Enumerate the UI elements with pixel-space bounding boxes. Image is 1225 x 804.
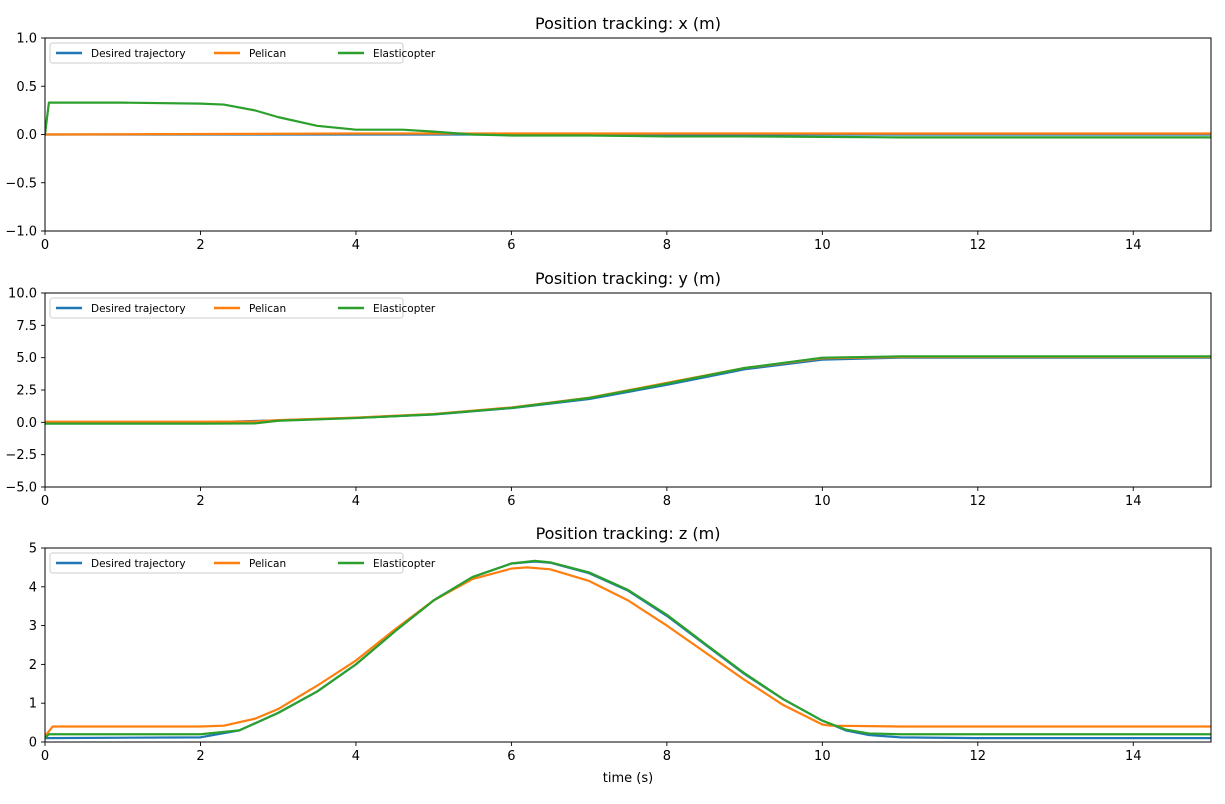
chart-title: Position tracking: x (m) bbox=[535, 14, 721, 33]
x-tick-label: 2 bbox=[196, 494, 204, 509]
chart-title: Position tracking: y (m) bbox=[535, 269, 721, 288]
chart-panel-2: Position tracking: y (m) 0 2 4 6 8 10 12 14 10.0 7… bbox=[5, 269, 1212, 509]
x-tick-label: 12 bbox=[970, 494, 987, 509]
x-tick-label: 2 bbox=[196, 749, 204, 764]
x-tick-label: 12 bbox=[970, 749, 987, 764]
y-tick-label: 4 bbox=[29, 580, 37, 595]
legend-label-elasticopter: Elasticopter bbox=[373, 303, 436, 315]
chart-title: Position tracking: z (m) bbox=[536, 524, 721, 543]
x-tick-label: 12 bbox=[970, 238, 987, 253]
legend-label-desired-trajectory: Desired trajectory bbox=[91, 48, 186, 60]
legend: Desired trajectory Pelican Elasticopter bbox=[49, 552, 436, 574]
legend-label-pelican: Pelican bbox=[249, 558, 286, 570]
x-tick-label: 0 bbox=[41, 749, 49, 764]
x-tick-label: 0 bbox=[41, 494, 49, 509]
x-tick-label: 10 bbox=[814, 494, 831, 509]
x-tick-label: 6 bbox=[507, 238, 515, 253]
x-tick-label: 8 bbox=[663, 238, 671, 253]
legend-label-pelican: Pelican bbox=[249, 303, 286, 315]
x-tick-label: 8 bbox=[663, 749, 671, 764]
y-tick-label: 2.5 bbox=[16, 384, 37, 399]
series-line-desired-trajectory bbox=[45, 560, 1211, 740]
y-tick-label: −1.0 bbox=[5, 225, 37, 240]
x-axis-label: time (s) bbox=[603, 771, 653, 786]
y-tick-label: 5 bbox=[29, 542, 37, 557]
y-tick-label: 2 bbox=[29, 658, 37, 673]
x-tick-label: 14 bbox=[1125, 749, 1142, 764]
series-group bbox=[45, 101, 1211, 139]
y-tick-label: −5.0 bbox=[5, 481, 37, 496]
axes-frame bbox=[44, 292, 1212, 488]
y-tick-label: −0.5 bbox=[5, 176, 37, 191]
y-tick-label: −2.5 bbox=[5, 448, 37, 463]
series-line-elasticopter bbox=[45, 559, 1211, 740]
x-tick-label: 6 bbox=[507, 494, 515, 509]
x-tick-label: 6 bbox=[507, 749, 515, 764]
y-tick-label: 7.5 bbox=[16, 319, 37, 334]
legend-label-elasticopter: Elasticopter bbox=[373, 558, 436, 570]
legend-label-desired-trajectory: Desired trajectory bbox=[91, 303, 186, 315]
axes-frame bbox=[44, 37, 1212, 232]
y-tick-label: 1.0 bbox=[16, 32, 37, 47]
legend-label-pelican: Pelican bbox=[249, 48, 286, 60]
x-tick-label: 10 bbox=[814, 749, 831, 764]
series-group bbox=[45, 559, 1211, 740]
y-tick-label: 0.0 bbox=[16, 128, 37, 143]
x-tick-label: 4 bbox=[352, 238, 360, 253]
series-line-pelican bbox=[45, 566, 1211, 738]
x-tick-label: 4 bbox=[352, 494, 360, 509]
x-tick-label: 0 bbox=[41, 238, 49, 253]
y-tick-label: 1 bbox=[29, 697, 37, 712]
chart-panel-1: Position tracking: x (m) 0 2 4 6 8 10 12 14 1.0 0.… bbox=[5, 14, 1212, 253]
series-line-pelican bbox=[45, 355, 1211, 423]
series-line-elasticopter bbox=[45, 101, 1211, 139]
axes-frame bbox=[44, 547, 1212, 743]
x-tick-label: 2 bbox=[196, 238, 204, 253]
y-tick-label: 10.0 bbox=[8, 287, 37, 302]
legend-label-desired-trajectory: Desired trajectory bbox=[91, 558, 186, 570]
legend: Desired trajectory Pelican Elasticopter bbox=[49, 42, 436, 64]
x-tick-label: 8 bbox=[663, 494, 671, 509]
y-tick-label: 5.0 bbox=[16, 351, 37, 366]
legend-label-elasticopter: Elasticopter bbox=[373, 48, 436, 60]
x-tick-label: 4 bbox=[352, 749, 360, 764]
y-tick-label: 0 bbox=[29, 736, 37, 751]
series-line-pelican bbox=[45, 132, 1211, 136]
y-tick-label: 3 bbox=[29, 619, 37, 634]
legend: Desired trajectory Pelican Elasticopter bbox=[49, 297, 436, 319]
x-tick-label: 10 bbox=[814, 238, 831, 253]
x-tick-label: 14 bbox=[1125, 494, 1142, 509]
series-group bbox=[45, 355, 1211, 425]
y-tick-label: 0.5 bbox=[16, 80, 37, 95]
series-line-elasticopter bbox=[45, 355, 1211, 425]
y-tick-label: 0.0 bbox=[16, 416, 37, 431]
chart-panel-3: Position tracking: z (m)0 2 4 6 8 10 12 1454321… bbox=[29, 524, 1212, 786]
x-tick-label: 14 bbox=[1125, 238, 1142, 253]
